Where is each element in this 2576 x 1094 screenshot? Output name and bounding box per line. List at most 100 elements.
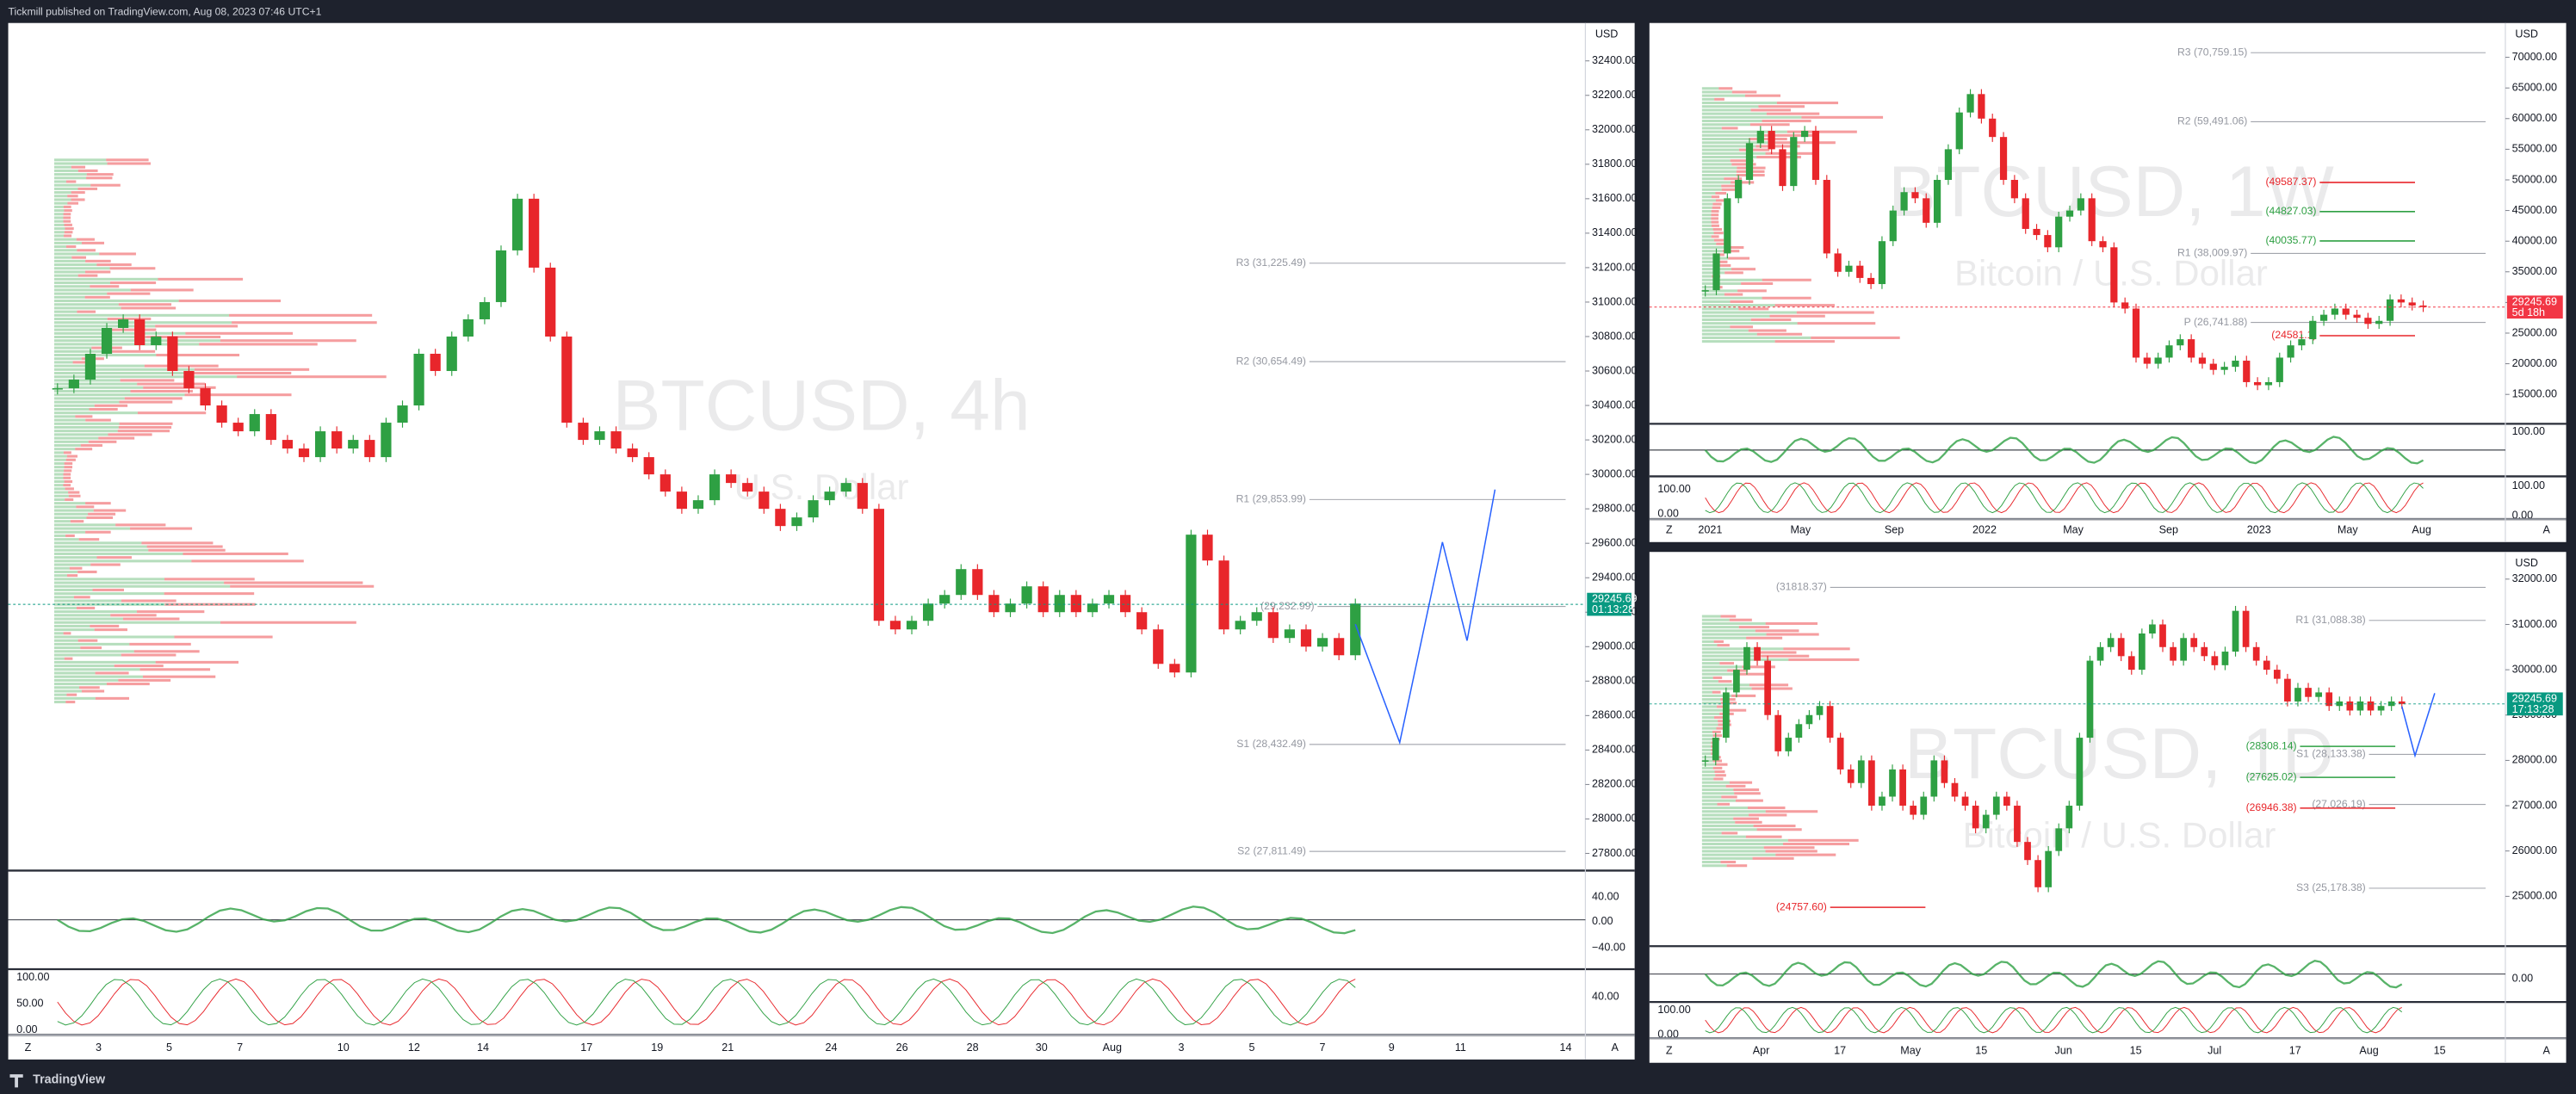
candle	[1879, 796, 1886, 807]
y-tick-label: 28000.00	[2512, 754, 2557, 766]
candle	[1889, 769, 1896, 797]
candle	[1743, 646, 1750, 671]
x-tick-label: 3	[96, 1041, 102, 1054]
volume-profile-up	[53, 556, 97, 559]
volume-profile-down	[1713, 238, 1725, 242]
indicator-tick-label: −40.00	[1592, 941, 1625, 953]
pivot-label: R1 (29,853.99)	[1236, 493, 1306, 505]
volume-profile-up	[1701, 777, 1714, 781]
volume-profile-up	[1701, 159, 1731, 163]
volume-profile-down	[199, 343, 318, 346]
y-tick-label: 60000.00	[2512, 112, 2557, 124]
chart-panel	[1649, 22, 2567, 542]
volume-profile-up	[53, 436, 99, 440]
volume-profile-up	[1701, 245, 1725, 250]
volume-profile-down	[1738, 148, 1770, 151]
y-tick-label: 29600.00	[1592, 536, 1637, 548]
autoscale-button[interactable]: A	[2542, 1045, 2550, 1057]
volume-profile-up	[1701, 781, 1730, 784]
volume-profile-up	[53, 201, 68, 205]
volume-profile-down	[121, 306, 176, 310]
candle	[775, 509, 786, 527]
volume-profile-down	[80, 646, 102, 650]
volume-profile-up	[1701, 188, 1722, 191]
volume-profile-down	[155, 324, 238, 328]
y-tick-label: 40000.00	[2512, 235, 2557, 247]
candle	[1867, 277, 1875, 285]
volume-profile-down	[1730, 300, 1754, 303]
volume-profile-up	[53, 292, 108, 295]
volume-profile-down	[1711, 213, 1719, 217]
timezone-button[interactable]: Z	[25, 1041, 32, 1054]
indicator-tick-label: 100.00	[2512, 425, 2545, 437]
volume-profile-down	[86, 176, 113, 180]
volume-profile-up	[53, 479, 65, 483]
volume-profile-up	[1701, 702, 1722, 705]
volume-profile-down	[64, 466, 73, 469]
volume-profile-down	[1756, 145, 1800, 148]
volume-profile-down	[64, 209, 72, 213]
volume-profile-down	[1756, 828, 1802, 831]
candle	[726, 474, 737, 484]
y-tick-label: 35000.00	[2512, 265, 2557, 277]
volume-profile-up	[53, 487, 65, 491]
candle	[1202, 535, 1213, 561]
candle	[2232, 610, 2239, 652]
volume-profile-down	[1749, 813, 1787, 817]
volume-profile-down	[1713, 640, 1724, 643]
volume-profile-up	[53, 162, 108, 165]
volume-profile-down	[1713, 777, 1724, 781]
volume-profile-down	[90, 563, 121, 566]
candle	[2211, 656, 2219, 665]
volume-profile-down	[1786, 130, 1857, 133]
candle	[1037, 586, 1049, 613]
volume-profile-down	[72, 361, 89, 364]
volume-profile-up	[53, 267, 110, 270]
candle	[2198, 357, 2207, 364]
candle	[2149, 624, 2156, 634]
volume-profile-up	[53, 349, 110, 353]
volume-profile-down	[1763, 846, 1815, 850]
volume-profile-up	[53, 430, 118, 433]
volume-profile-down	[1749, 138, 1787, 141]
candle	[1868, 760, 1875, 807]
volume-profile-down	[1711, 224, 1719, 227]
volume-profile-up	[1701, 281, 1742, 285]
candle	[2263, 660, 2270, 671]
volume-profile-down	[85, 530, 111, 534]
volume-profile-down	[1742, 665, 1775, 669]
volume-profile-down	[63, 476, 71, 479]
stochastic-line	[1705, 482, 2424, 514]
volume-profile-down	[1711, 209, 1719, 213]
volume-profile-down	[1765, 850, 1817, 853]
autoscale-button[interactable]: A	[2542, 524, 2550, 536]
x-tick-label: 5	[166, 1041, 172, 1054]
candle	[2034, 860, 2041, 887]
volume-profile-down	[1735, 820, 1762, 824]
timezone-button[interactable]: Z	[1666, 1045, 1673, 1057]
candle	[1005, 603, 1016, 613]
candle	[1350, 603, 1361, 656]
volume-profile-up	[53, 466, 65, 469]
volume-profile-down	[107, 292, 151, 295]
candle	[2117, 638, 2125, 657]
candle	[659, 474, 671, 492]
footer-logo	[9, 1074, 23, 1088]
volume-profile-down	[1718, 87, 1733, 90]
volume-profile-down	[1756, 332, 1803, 336]
volume-profile-down	[109, 267, 156, 270]
timezone-button[interactable]: Z	[1666, 524, 1673, 536]
volume-profile-down	[80, 443, 102, 448]
volume-profile-down	[1756, 155, 1801, 159]
candle	[2180, 638, 2188, 661]
candle	[1944, 149, 1953, 180]
volume-profile-up	[1701, 662, 1720, 665]
volume-profile-down	[71, 256, 86, 259]
candle	[2342, 308, 2350, 315]
volume-profile-up	[53, 570, 78, 573]
volume-profile-up	[53, 657, 65, 660]
volume-profile-up	[53, 213, 64, 216]
autoscale-button[interactable]: A	[1612, 1041, 1619, 1054]
volume-profile-down	[139, 668, 211, 671]
